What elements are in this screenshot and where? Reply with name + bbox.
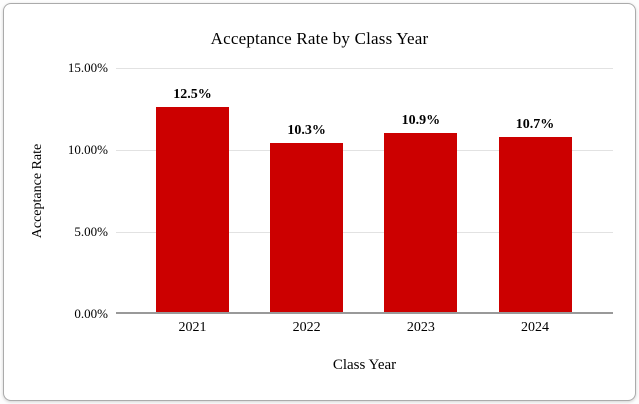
x-tick-label: 2024	[521, 320, 549, 335]
gridline	[116, 68, 613, 69]
x-tick-label: 2023	[406, 320, 435, 335]
y-tick-label: 10.00%	[67, 142, 108, 157]
gridline	[116, 150, 613, 151]
y-tick-label: 15.00%	[67, 60, 108, 75]
chart-card: Acceptance Rate by Class Year Acceptance…	[3, 3, 636, 401]
y-axis-tick-labels: 15.00% 10.00% 5.00% 0.00%	[4, 60, 108, 321]
x-tick-label: 2022	[292, 320, 321, 335]
x-tick-label: 2021	[178, 320, 207, 335]
x-axis-title: Class Year	[332, 357, 397, 373]
plot-area: 12.5% 10.3% 10.9% 10.7%	[116, 68, 613, 314]
chart-title: Acceptance Rate by Class Year	[210, 29, 429, 48]
x-axis-tick-labels: 2021 2022 2023 2024	[116, 320, 613, 338]
gridline	[116, 232, 613, 233]
bar-2023	[384, 133, 458, 312]
bar-2024	[498, 136, 572, 312]
bar-value-label: 10.9%	[401, 113, 441, 129]
bar-value-label: 10.3%	[287, 123, 326, 139]
bar-value-label: 12.5%	[173, 87, 212, 102]
y-tick-label: 0.00%	[74, 306, 108, 321]
y-tick-label: 5.00%	[74, 224, 108, 239]
bar-2022	[270, 143, 344, 312]
bar-value-label: 10.7%	[515, 116, 555, 132]
bar-2021	[156, 107, 229, 312]
